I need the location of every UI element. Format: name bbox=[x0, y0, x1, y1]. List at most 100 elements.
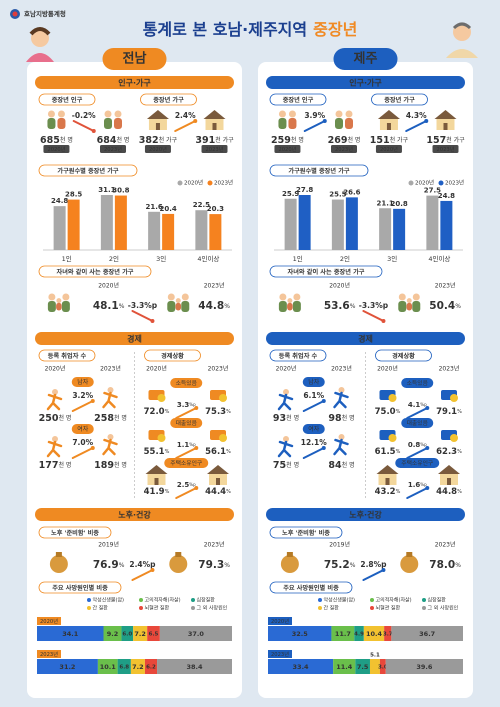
section-title: 노후·건강 bbox=[118, 509, 151, 519]
icon-bag bbox=[169, 555, 188, 573]
from-value: 76.9% bbox=[93, 559, 125, 571]
section-bar bbox=[266, 76, 465, 89]
change-value: -3.3%p bbox=[128, 301, 158, 310]
decor-person-right bbox=[446, 22, 478, 58]
icon-body bbox=[61, 301, 70, 312]
house-icon bbox=[146, 110, 169, 130]
change-arrow bbox=[406, 447, 429, 459]
to-value-number: 79.1 bbox=[436, 407, 457, 417]
bar-value-label: 26.6 bbox=[343, 188, 360, 196]
year-label: 2023년 bbox=[335, 145, 353, 153]
year-badge bbox=[100, 145, 126, 153]
to-value-unit: % bbox=[226, 449, 231, 455]
segment-value-label: 39.6 bbox=[416, 663, 433, 671]
bar-value-label: 21.1 bbox=[376, 199, 393, 207]
year-label: 2023년 bbox=[208, 365, 229, 373]
to-value-unit: % bbox=[455, 562, 461, 569]
change-value: 12.1% bbox=[301, 438, 328, 447]
stacked-bar-segment bbox=[379, 659, 386, 674]
icon-body bbox=[333, 438, 349, 456]
icon-coin bbox=[157, 434, 166, 442]
subtitle: 등록 취업자 수 bbox=[48, 352, 87, 360]
from-value: 259천 명 bbox=[271, 135, 304, 146]
stacked-bar-segment bbox=[384, 626, 392, 641]
bar-value-label: 24.8 bbox=[51, 197, 68, 205]
change-value: 2.5%p bbox=[177, 481, 196, 489]
from-value-unit: % bbox=[350, 562, 356, 569]
to-value: 50.4% bbox=[429, 300, 461, 312]
icon-body bbox=[288, 118, 297, 129]
segment-value-label: 36.7 bbox=[419, 630, 435, 638]
to-value: 391천 가구 bbox=[195, 135, 234, 146]
subtitle: 중장년 인구 bbox=[283, 96, 314, 104]
subtitle: 주요 사망원인별 비중 bbox=[283, 584, 339, 592]
icon-body bbox=[292, 301, 301, 312]
subtitle-pill bbox=[371, 93, 428, 106]
coin-icon bbox=[379, 430, 397, 442]
section-bar bbox=[266, 332, 465, 345]
year-label: 2020년 bbox=[377, 365, 398, 373]
icon-body bbox=[278, 301, 287, 312]
icon-roof bbox=[376, 465, 399, 474]
icon-bag bbox=[49, 555, 68, 573]
title-main: 통계로 본 호남·제주지역 bbox=[143, 20, 307, 39]
from-value-number: 382 bbox=[139, 135, 159, 146]
icon-coin bbox=[219, 434, 227, 442]
to-value-unit: 천 가구 bbox=[215, 136, 234, 144]
icon-head bbox=[279, 293, 287, 301]
subtitle-pill bbox=[38, 93, 96, 106]
to-value-number: 391 bbox=[195, 135, 215, 146]
year-label: 2023년 bbox=[435, 282, 456, 290]
x-tick-label: 1인 bbox=[62, 254, 72, 263]
legend-swatch bbox=[370, 598, 374, 602]
house-icon bbox=[434, 110, 457, 130]
group-tag bbox=[302, 424, 325, 434]
change-value: -3.3%p bbox=[359, 301, 389, 310]
from-value-number: 75 bbox=[273, 460, 286, 471]
icon-door bbox=[385, 478, 390, 485]
legend-swatch bbox=[408, 180, 414, 186]
from-value-number: 151 bbox=[370, 135, 390, 146]
change-arrow bbox=[406, 487, 429, 499]
group-tag bbox=[302, 377, 325, 387]
bar-value-label: 30.8 bbox=[112, 187, 129, 195]
group-label: 남자 bbox=[308, 378, 320, 386]
icon-body bbox=[287, 302, 293, 311]
to-value-unit: % bbox=[226, 489, 231, 495]
to-value-number: 56.1 bbox=[205, 447, 226, 457]
house-icon bbox=[377, 110, 400, 130]
to-value-number: 44.8 bbox=[436, 487, 457, 497]
bag-icon bbox=[169, 552, 188, 573]
year-tab bbox=[268, 617, 292, 625]
bar-value-label: 22.5 bbox=[193, 201, 210, 209]
icon-body bbox=[46, 440, 63, 458]
icon-head bbox=[57, 110, 65, 118]
item-label: 대출있음 bbox=[176, 419, 198, 427]
segment-value-label: 34.1 bbox=[62, 630, 79, 638]
to-value: 258천 명 bbox=[94, 413, 127, 424]
subtitle-pill bbox=[144, 349, 201, 362]
coin-icon bbox=[379, 390, 397, 402]
to-value-unit: % bbox=[457, 489, 462, 495]
subtitle: 중장년 인구 bbox=[52, 96, 83, 104]
icon-body bbox=[345, 118, 353, 129]
family-icon bbox=[47, 293, 70, 312]
legend-label: 그 외 사망원인 bbox=[197, 605, 228, 612]
icon-body bbox=[335, 118, 343, 129]
change-arrow bbox=[405, 120, 428, 132]
page-title: 통계로 본 호남·제주지역 중장년 bbox=[143, 20, 358, 39]
bar bbox=[298, 195, 311, 250]
segment-value-label: 10.1 bbox=[100, 663, 117, 671]
icon-head bbox=[48, 293, 56, 301]
segment-value-label: 9.2 bbox=[107, 630, 119, 638]
x-tick-label: 1인 bbox=[293, 254, 303, 263]
icon-door bbox=[447, 478, 451, 485]
agency-logo-dot bbox=[12, 11, 18, 17]
icon-head bbox=[278, 110, 286, 118]
change-value: 4.1%p bbox=[408, 401, 427, 409]
segment-value-label: 7.5 bbox=[357, 663, 369, 671]
icon-head bbox=[287, 298, 293, 304]
subtitle: 경제상황 bbox=[161, 352, 184, 360]
change-arrow-head bbox=[424, 119, 429, 123]
from-value-unit: 천 명 bbox=[291, 136, 304, 144]
